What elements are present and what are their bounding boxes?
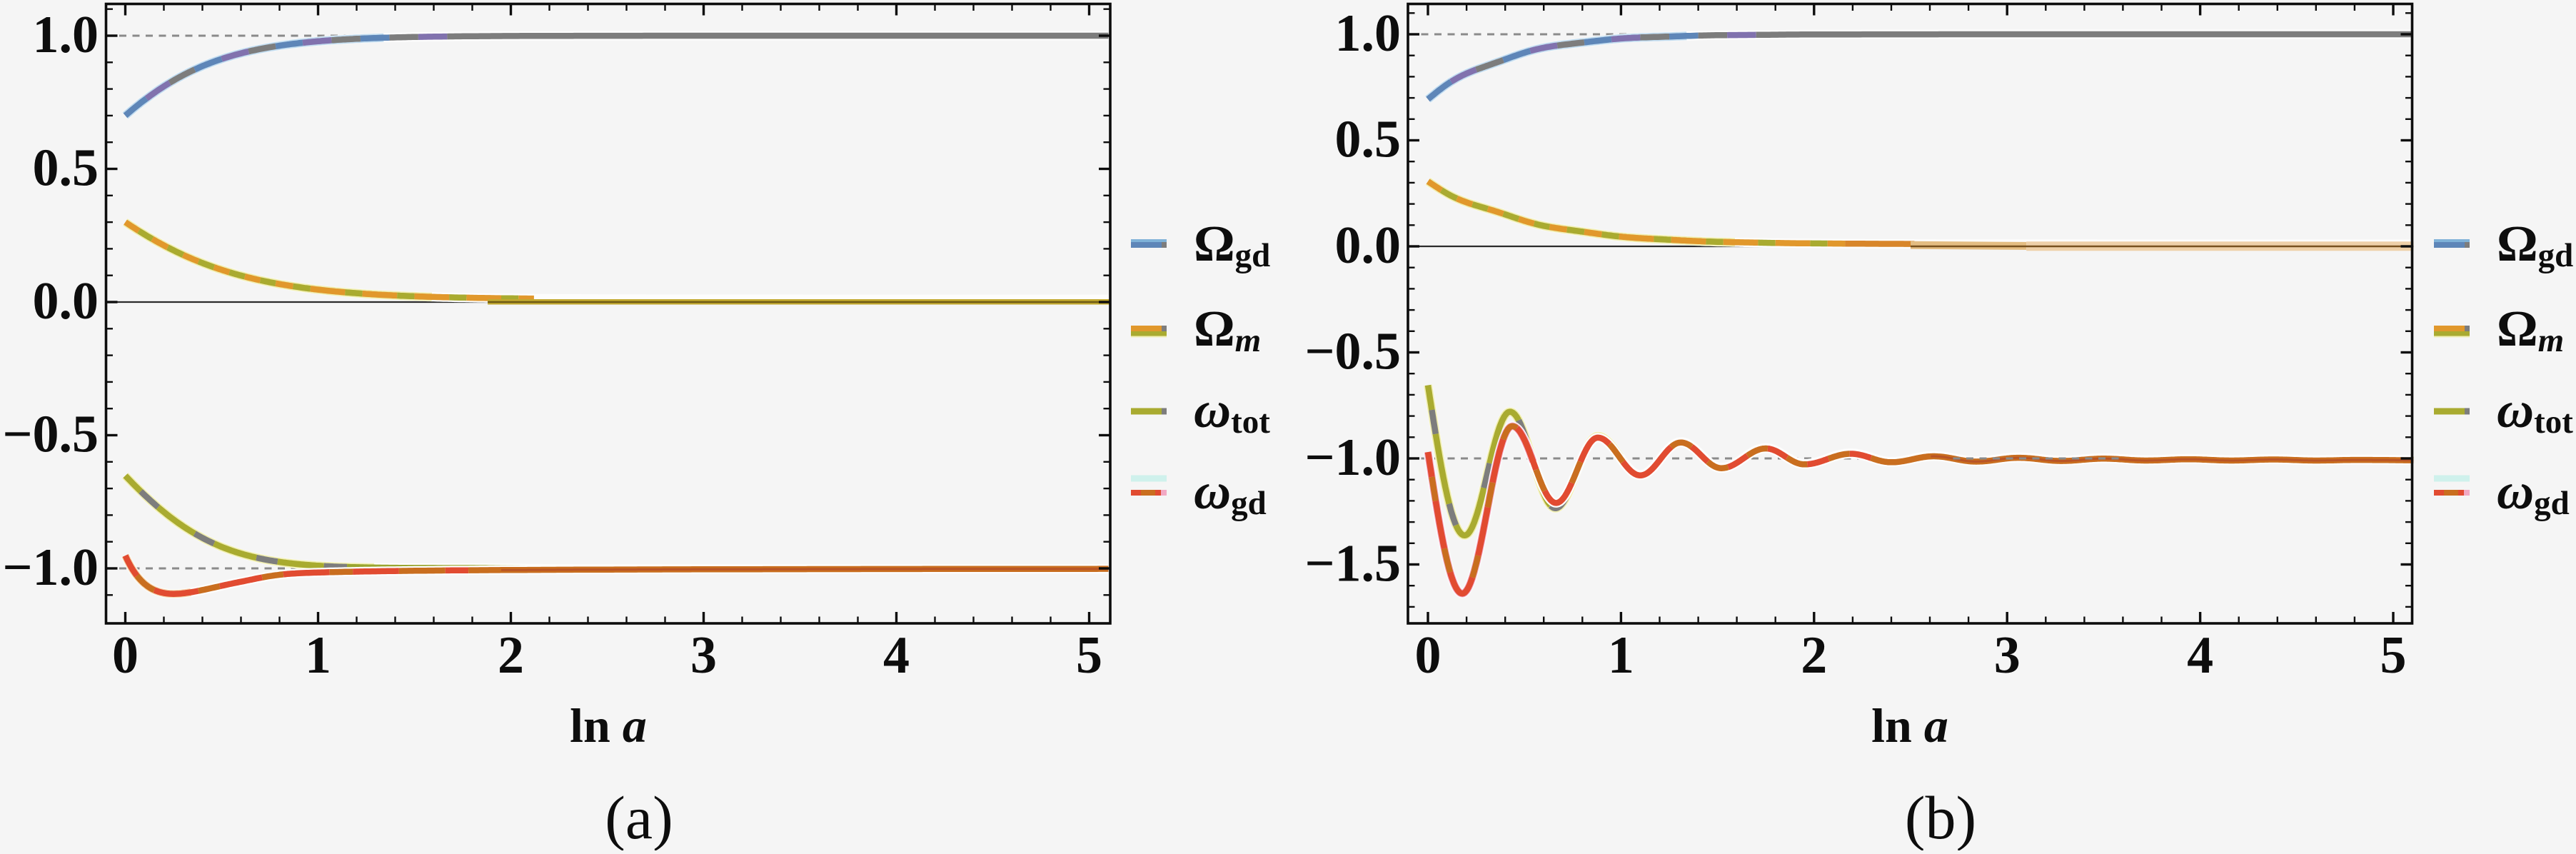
svg-text:1: 1 <box>305 626 331 685</box>
svg-text:1.0: 1.0 <box>33 6 99 64</box>
svg-text:5: 5 <box>2380 626 2407 685</box>
svg-text:1: 1 <box>1608 626 1634 685</box>
svg-text:−1.5: −1.5 <box>1304 535 1401 593</box>
svg-text:2: 2 <box>1801 626 1827 685</box>
svg-text:0.5: 0.5 <box>1335 111 1402 169</box>
svg-text:0.0: 0.0 <box>33 272 99 331</box>
svg-text:0.5: 0.5 <box>33 139 99 198</box>
svg-text:ln a: ln a <box>570 698 647 753</box>
svg-text:3: 3 <box>1994 626 2021 685</box>
svg-text:(b): (b) <box>1905 783 1976 850</box>
svg-text:−0.5: −0.5 <box>2 406 99 464</box>
svg-text:0.0: 0.0 <box>1335 216 1402 275</box>
svg-text:3: 3 <box>690 626 717 685</box>
svg-text:0: 0 <box>1415 626 1442 685</box>
svg-text:−1.0: −1.0 <box>1304 428 1401 487</box>
svg-text:2: 2 <box>498 626 524 685</box>
svg-text:Ωm: Ωm <box>1194 300 1261 359</box>
svg-text:5: 5 <box>1076 626 1102 685</box>
svg-text:4: 4 <box>2187 626 2213 685</box>
svg-text:0: 0 <box>112 626 139 685</box>
svg-text:−1.0: −1.0 <box>2 538 99 597</box>
svg-text:(a): (a) <box>605 783 673 850</box>
svg-text:ln a: ln a <box>1871 698 1948 753</box>
svg-text:1.0: 1.0 <box>1335 4 1402 63</box>
svg-text:−0.5: −0.5 <box>1304 323 1401 381</box>
svg-text:Ωm: Ωm <box>2497 300 2564 359</box>
svg-text:4: 4 <box>883 626 910 685</box>
